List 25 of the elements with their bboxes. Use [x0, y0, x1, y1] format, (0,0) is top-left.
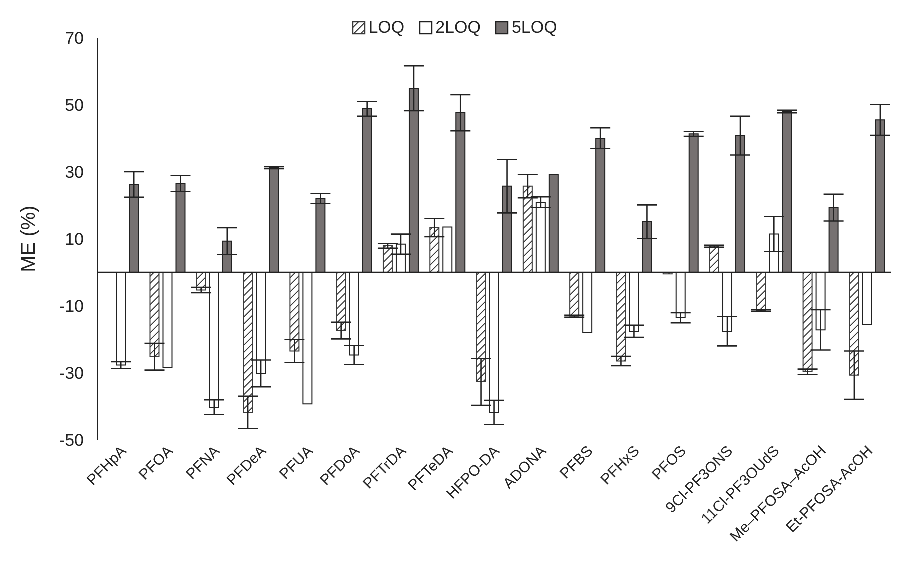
y-axis-title: ME (%): [18, 206, 40, 272]
y-tick-label: 50: [65, 96, 84, 115]
bar: [382, 246, 393, 273]
bar: [522, 186, 533, 273]
bar: [430, 227, 440, 273]
bar: [150, 272, 160, 358]
bar: [336, 272, 346, 332]
bar: [849, 272, 860, 376]
bar: [243, 272, 254, 414]
y-tick-label: 70: [65, 29, 84, 48]
bar: [290, 272, 300, 352]
legend-label: 5LOQ: [512, 18, 558, 38]
legend-label: LOQ: [368, 18, 405, 38]
bar: [710, 246, 720, 273]
y-tick-label: 30: [65, 163, 84, 182]
legend-label: 2LOQ: [436, 18, 481, 38]
y-tick-label: -10: [59, 297, 84, 316]
bar: [616, 272, 626, 362]
y-tick-label: -50: [59, 431, 84, 450]
y-tick-label: -30: [59, 364, 84, 383]
bar: [570, 272, 580, 317]
bar: [802, 272, 813, 372]
bar: [476, 272, 486, 383]
bar: [756, 272, 766, 312]
y-tick-label: 10: [65, 230, 84, 249]
